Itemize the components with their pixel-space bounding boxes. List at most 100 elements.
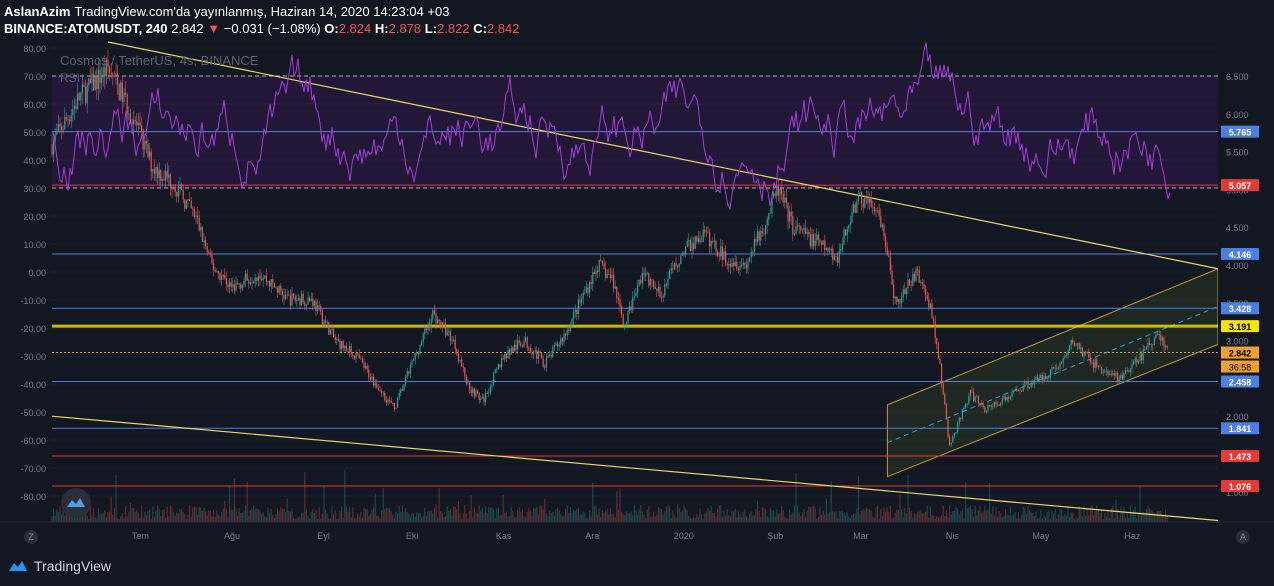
x-tick-label: Kas [496,531,512,541]
candle-body [987,405,989,412]
left-scale-button[interactable]: Z [24,530,38,544]
volume-bar [1155,514,1157,522]
volume-bar [518,507,520,522]
candle-body [101,77,103,83]
candle-body [713,240,715,242]
candle-body [811,234,813,247]
price-chart[interactable]: 80.00 70.00 60.00 50.00 40.00 30.00 20.00 10.00… [0,40,1274,548]
volume-bar [333,513,335,522]
candle-body [395,407,397,409]
auto-scale-button[interactable]: A [1236,530,1250,544]
volume-bar [144,511,146,522]
volume-bar [238,508,240,522]
volume-bar [1053,513,1055,522]
volume-bar [651,516,653,522]
volume-bar [605,511,607,522]
candle-body [1061,362,1063,364]
volume-bar [494,518,496,522]
candle-body [193,208,195,217]
candle-body [645,273,647,276]
candle-body [118,84,120,100]
candle-body [205,240,207,247]
candle-body [981,402,983,404]
brand[interactable]: TradingView [8,558,111,574]
candle-body [768,213,770,220]
volume-bar [305,509,307,522]
candle-body [353,356,355,359]
volume-bar [878,518,880,522]
volume-bar [910,511,912,522]
volume-bar [963,518,965,522]
candle-body [1001,398,1003,403]
candle-body [107,59,109,68]
candle-body [245,273,247,281]
volume-bar [313,512,315,522]
volume-bar [150,518,152,522]
candle-body [933,318,935,321]
candle-body [208,251,210,253]
volume-bar [429,510,431,522]
volume-bar [57,511,59,522]
candle-body [893,284,895,299]
candle-body [408,371,410,374]
candle-body [1033,380,1035,385]
volume-bar [622,514,624,522]
candle-body [349,345,351,353]
volume-bar [472,517,474,522]
candle-body [57,123,59,132]
candle-body [1123,373,1125,380]
volume-bar [901,509,903,522]
volume-bar [445,516,447,522]
candle-body [995,402,997,405]
candle-body [657,287,659,291]
tradingview-badge[interactable] [61,488,91,518]
candle-body [571,318,573,328]
volume-bar [1133,510,1135,522]
volume-bar [875,507,877,522]
candle-body [840,248,842,251]
volume-bar [217,515,219,522]
volume-bar [549,510,551,522]
volume-bar [235,508,237,522]
volume-bar [877,505,879,522]
rsi-path [51,42,1171,211]
volume-bar [1123,507,1125,522]
volume-bar [811,506,813,522]
volume-bar [136,510,138,522]
candle-body [707,231,709,233]
chart-area[interactable]: 80.00 70.00 60.00 50.00 40.00 30.00 20.00 10.00… [0,40,1274,548]
candle-body [869,197,871,203]
candle-body [206,246,208,252]
candle-body [921,282,923,285]
volume-bar [278,511,280,522]
candle-body [635,292,637,297]
candle-body [880,216,882,228]
volume-bar [937,517,939,522]
candle-body [69,119,71,122]
candle-body [1107,371,1109,375]
candle-body [531,352,533,355]
candle-body [1157,333,1159,335]
volume-bar [587,517,589,522]
candle-body [441,322,443,328]
volume-bar [619,487,621,522]
volume-bar [857,475,859,522]
volume-bar [990,513,992,522]
volume-bar [337,518,339,522]
candle-body [712,240,714,242]
candle-body [1070,339,1072,346]
volume-bar [94,517,96,522]
volume-bar [1128,518,1130,522]
candle-body [883,224,885,237]
author-name[interactable]: AslanAzim [4,4,71,19]
candle-body [513,344,515,352]
candle-body [939,358,941,364]
candle-body [53,140,55,155]
volume-bar [56,509,58,522]
candle-body [622,314,624,326]
volume-bar [425,516,427,522]
candle-body [424,328,426,334]
candle-body [529,348,531,353]
volume-bar [256,508,258,522]
candle-body [326,322,328,323]
